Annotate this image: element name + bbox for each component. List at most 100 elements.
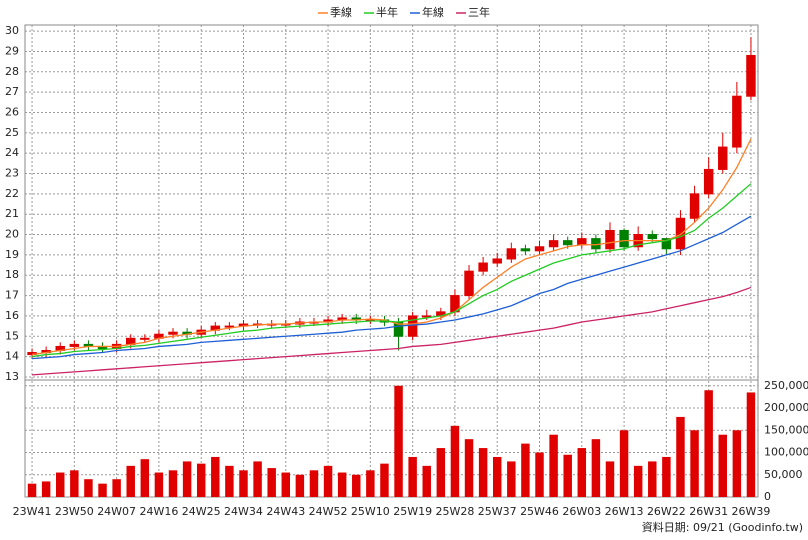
volume-bar xyxy=(98,483,107,497)
volume-bar xyxy=(549,434,558,497)
y2-tick-label: 0 xyxy=(764,490,771,503)
volume-bar xyxy=(253,461,262,497)
volume-bar xyxy=(352,474,361,497)
y-tick-label: 30 xyxy=(5,24,19,37)
legend-label: 季線 xyxy=(330,5,352,19)
volume-bar xyxy=(450,425,460,497)
candle-body xyxy=(675,217,686,250)
volume-bar xyxy=(211,456,220,497)
y-tick-label: 27 xyxy=(5,85,19,98)
candle-body xyxy=(703,168,714,195)
volume-bar xyxy=(337,472,347,497)
volume-bar xyxy=(41,481,51,497)
volume-bar xyxy=(394,385,403,497)
y2-tick-label: 100,000 xyxy=(764,446,808,459)
y-tick-label: 25 xyxy=(5,126,19,139)
volume-bar xyxy=(732,430,742,497)
volume-bar xyxy=(507,461,516,497)
x-tick-label: 25W37 xyxy=(478,505,517,518)
candle-body xyxy=(168,331,178,335)
x-tick-label: 24W52 xyxy=(309,505,348,518)
volume-bar xyxy=(492,456,502,497)
volume-bar xyxy=(478,448,488,497)
candle-body xyxy=(647,234,658,240)
x-tick-label: 24W25 xyxy=(182,505,221,518)
x-tick-label: 24W07 xyxy=(97,505,136,518)
x-tick-label: 25W19 xyxy=(393,505,432,518)
candle-body xyxy=(605,229,615,250)
volume-bar xyxy=(408,456,417,497)
volume-bar xyxy=(676,416,685,497)
volume-bar xyxy=(704,390,713,497)
volume-bar xyxy=(662,456,671,497)
source-note: 資料日期: 09/21 (Goodinfo.tw) xyxy=(642,520,803,534)
ma-line xyxy=(31,183,752,358)
candle-body xyxy=(506,248,517,260)
y-tick-label: 17 xyxy=(5,289,19,302)
volume-bar xyxy=(323,465,333,497)
x-tick-label: 24W16 xyxy=(139,505,178,518)
volume-bar xyxy=(295,474,305,497)
candle-body xyxy=(718,146,728,170)
volume-bar xyxy=(380,463,389,497)
candle-body xyxy=(732,95,742,148)
y-tick-label: 20 xyxy=(5,228,19,241)
volume-bar xyxy=(267,468,276,497)
volume-bar xyxy=(464,439,474,497)
y2-tick-label: 150,000 xyxy=(764,423,808,436)
y-tick-label: 24 xyxy=(5,146,19,159)
candle-body xyxy=(140,337,150,340)
volume-bar xyxy=(521,443,530,497)
legend-label: 半年 xyxy=(376,5,398,19)
candle-body xyxy=(689,193,700,219)
y2-tick-label: 200,000 xyxy=(764,401,808,414)
x-tick-label: 26W39 xyxy=(732,505,771,518)
volume-bar xyxy=(239,470,248,497)
candle-body xyxy=(478,262,488,272)
volume-bar xyxy=(577,448,587,497)
volume-bar xyxy=(366,470,375,497)
ma-line xyxy=(32,215,752,360)
candle-body xyxy=(548,240,559,248)
ma-line xyxy=(31,138,752,356)
x-tick-label: 26W31 xyxy=(689,505,728,518)
volume-bar xyxy=(196,463,206,497)
x-tick-label: 26W03 xyxy=(562,505,601,518)
candle-body xyxy=(224,325,235,328)
volume-bar xyxy=(225,465,234,497)
plot-frame xyxy=(24,24,759,498)
volume-bar xyxy=(112,479,121,497)
y-tick-label: 22 xyxy=(5,187,19,200)
volume-bar xyxy=(436,448,446,497)
x-tick-label: 26W13 xyxy=(605,505,644,518)
y-tick-label: 16 xyxy=(5,309,19,322)
volume-bar xyxy=(690,430,699,497)
volume-bar xyxy=(648,461,657,497)
candle-body xyxy=(746,55,756,97)
y2-tick-label: 250,000 xyxy=(764,379,808,392)
candle-body xyxy=(577,238,587,246)
candle-body xyxy=(619,229,629,248)
y-tick-label: 23 xyxy=(5,167,19,180)
volume-bar xyxy=(126,465,135,497)
y-tick-label: 21 xyxy=(5,207,19,220)
volume-bar xyxy=(154,472,164,497)
x-tick-label: 25W28 xyxy=(435,505,474,518)
x-tick-label: 24W34 xyxy=(224,505,263,518)
volume-bar xyxy=(619,430,629,497)
y-tick-label: 15 xyxy=(5,329,19,342)
y-tick-label: 26 xyxy=(5,105,19,118)
candle-body xyxy=(520,248,531,252)
y-tick-label: 13 xyxy=(5,370,19,383)
y-tick-label: 14 xyxy=(5,350,19,363)
volume-bar xyxy=(633,465,643,497)
y-tick-label: 29 xyxy=(5,44,19,57)
volume-bar xyxy=(56,472,65,497)
x-tick-label: 23W50 xyxy=(55,505,94,518)
legend-label: 年線 xyxy=(422,5,444,19)
volume-bar xyxy=(281,472,291,497)
x-tick-label: 23W41 xyxy=(13,505,52,518)
candle-body xyxy=(492,258,502,264)
volume-bar xyxy=(746,392,756,497)
